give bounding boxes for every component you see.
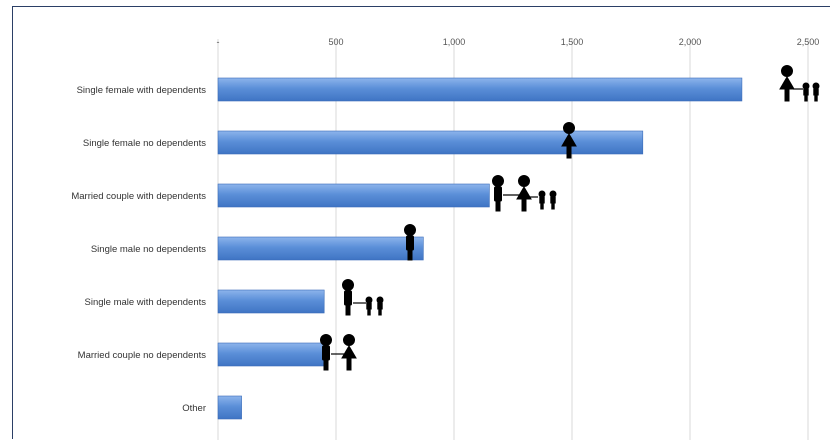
x-tick-label: 2,000 bbox=[679, 37, 702, 47]
x-tick-label: - bbox=[217, 37, 220, 47]
x-axis-ticks: - 500 1,000 1,500 2,000 2,500 bbox=[217, 37, 820, 47]
woman-with-two-children-icon bbox=[779, 65, 820, 102]
gridlines bbox=[217, 39, 809, 440]
bar bbox=[217, 183, 490, 208]
bar bbox=[217, 395, 242, 420]
category-label: Married couple no dependents bbox=[78, 350, 207, 361]
x-tick-label: 2,500 bbox=[797, 37, 820, 47]
category-label: Single male no dependents bbox=[91, 244, 206, 255]
couple-with-two-children-icon bbox=[492, 175, 557, 212]
couple-icon bbox=[320, 334, 357, 371]
man-icon bbox=[404, 224, 416, 261]
category-label: Other bbox=[182, 403, 206, 414]
category-label: Single female with dependents bbox=[77, 85, 207, 96]
icons bbox=[320, 65, 820, 371]
category-label: Married couple with dependents bbox=[71, 191, 206, 202]
bar bbox=[217, 236, 424, 261]
category-label: Single male with dependents bbox=[85, 297, 207, 308]
bar bbox=[217, 130, 644, 155]
bar bbox=[217, 77, 743, 102]
category-labels: Single female with dependents Single fema… bbox=[71, 85, 206, 414]
bars bbox=[217, 77, 743, 420]
x-tick-label: 500 bbox=[328, 37, 343, 47]
category-label: Single female no dependents bbox=[83, 138, 206, 149]
x-tick-label: 1,000 bbox=[443, 37, 466, 47]
bar bbox=[217, 289, 325, 314]
bar bbox=[217, 342, 327, 367]
x-tick-label: 1,500 bbox=[561, 37, 584, 47]
bar-chart: - 500 1,000 1,500 2,000 2,500 Single female w… bbox=[71, 37, 820, 440]
woman-icon bbox=[561, 122, 577, 159]
man-with-two-children-icon bbox=[342, 279, 384, 316]
chart-frame: - 500 1,000 1,500 2,000 2,500 Single female w… bbox=[12, 6, 830, 440]
